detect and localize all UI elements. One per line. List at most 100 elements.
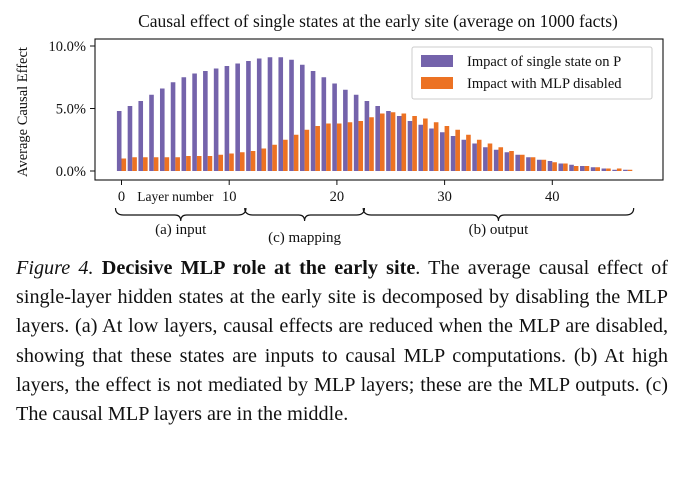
bar-mlp-disabled: [595, 167, 600, 171]
bar-single-state: [192, 73, 197, 171]
layer-group-label: (b) output: [469, 222, 529, 238]
bar-single-state: [472, 143, 477, 171]
bar-single-state: [504, 152, 510, 171]
bar-mlp-disabled: [272, 144, 277, 171]
bar-mlp-disabled: [476, 139, 482, 171]
bar-single-state: [224, 66, 230, 171]
bar-single-state: [159, 88, 165, 171]
y-tick-label: 5.0%: [56, 102, 86, 118]
bar-mlp-disabled: [293, 134, 299, 171]
x-tick-label: 10: [222, 189, 237, 205]
layer-group-braces: (a) input (c) mapping (b) output: [114, 207, 635, 246]
bar-single-state: [321, 77, 327, 171]
bar-single-state: [116, 111, 122, 171]
legend-label: Impact of single state on P: [467, 54, 621, 70]
bar-single-state: [590, 167, 596, 171]
bar-single-state: [375, 106, 380, 171]
bar-mlp-disabled: [552, 162, 557, 171]
bar-mlp-disabled: [186, 156, 191, 171]
chart: Causal effect of single states at the ea…: [15, 11, 664, 246]
bar-mlp-disabled: [239, 152, 245, 171]
y-tick-label: 10.0%: [49, 39, 86, 55]
legend-box: [411, 46, 653, 100]
y-tick-label: 0.0%: [56, 164, 86, 180]
bar-mlp-disabled: [444, 126, 450, 171]
legend-label: Impact with MLP disabled: [467, 76, 622, 92]
bar-mlp-disabled: [573, 166, 579, 171]
bar-mlp-disabled: [466, 134, 471, 171]
bar-single-state: [461, 139, 467, 171]
bar-mlp-disabled: [315, 126, 320, 171]
x-tick-label: 40: [545, 189, 560, 205]
layer-group-brace: [362, 207, 635, 222]
bar-single-state: [127, 106, 133, 171]
chart-title: Causal effect of single states at the ea…: [138, 11, 618, 31]
bar-mlp-disabled: [175, 157, 180, 171]
bar-mlp-disabled: [261, 148, 267, 171]
bar-single-state: [299, 64, 305, 171]
bar-mlp-disabled: [336, 123, 342, 171]
x-tick-label: 0: [118, 189, 125, 205]
bar-single-state: [450, 136, 456, 171]
bar-single-state: [235, 63, 240, 171]
bar-single-state: [170, 82, 176, 171]
x-tick-label: 30: [437, 189, 452, 205]
bar-single-state: [343, 89, 348, 171]
bar-single-state: [256, 58, 262, 171]
bar-single-state: [181, 77, 187, 171]
bar-single-state: [138, 101, 144, 171]
caption-label: Figure 4.: [16, 257, 94, 279]
bar-mlp-disabled: [207, 156, 213, 171]
bar-single-state: [267, 57, 273, 171]
bar-mlp-disabled: [584, 166, 590, 171]
bar-mlp-disabled: [627, 169, 633, 171]
bar-single-state: [364, 101, 370, 171]
bar-mlp-disabled: [164, 157, 170, 171]
bar-single-state: [396, 116, 402, 171]
x-tick-label: 20: [330, 189, 345, 205]
bar-mlp-disabled: [616, 168, 622, 171]
bar-mlp-disabled: [509, 151, 514, 171]
bar-mlp-disabled: [153, 157, 159, 171]
bar-mlp-disabled: [358, 121, 364, 171]
bar-mlp-disabled: [390, 112, 396, 171]
bar-mlp-disabled: [347, 122, 353, 171]
bar-mlp-disabled: [218, 154, 224, 171]
bar-mlp-disabled: [401, 113, 407, 171]
bar-single-state: [569, 164, 574, 171]
layer-group-brace: [244, 207, 366, 222]
bar-mlp-disabled: [433, 122, 439, 171]
bar-mlp-disabled: [196, 156, 202, 171]
bar-single-state: [515, 154, 520, 171]
bar-single-state: [149, 94, 154, 171]
bar-single-state: [440, 132, 445, 171]
bar-single-state: [536, 159, 542, 171]
layer-group-label: (a) input: [155, 222, 207, 238]
bar-single-state: [601, 168, 607, 171]
bar-single-state: [623, 169, 628, 171]
bar-single-state: [353, 94, 359, 171]
legend: Impact of single state on P Impact with M…: [411, 46, 653, 100]
bar-mlp-disabled: [498, 147, 504, 171]
y-axis-label: Average Causal Effect: [15, 47, 31, 177]
bar-single-state: [493, 149, 499, 171]
bar-single-state: [278, 57, 284, 171]
legend-swatch: [421, 77, 453, 89]
bar-single-state: [407, 121, 413, 171]
bar-mlp-disabled: [487, 143, 493, 171]
bar-single-state: [213, 68, 219, 171]
layer-group-label: (c) mapping: [268, 230, 341, 246]
bar-single-state: [612, 169, 617, 171]
bar-single-state: [547, 161, 553, 171]
plot-frame: [94, 38, 664, 181]
bar-mlp-disabled: [121, 158, 127, 171]
axes: 0.0% 5.0% 10.0% 0 10 20 30 40 Layer number: [49, 38, 664, 205]
bar-single-state: [310, 71, 316, 171]
bar-mlp-disabled: [304, 129, 310, 171]
bar-mlp-disabled: [412, 116, 417, 171]
caption-heading: Decisive MLP role at the early site: [101, 257, 416, 279]
bar-single-state: [580, 166, 585, 171]
bar-mlp-disabled: [606, 168, 611, 171]
bar-single-state: [203, 71, 208, 171]
legend-swatch: [421, 55, 453, 67]
